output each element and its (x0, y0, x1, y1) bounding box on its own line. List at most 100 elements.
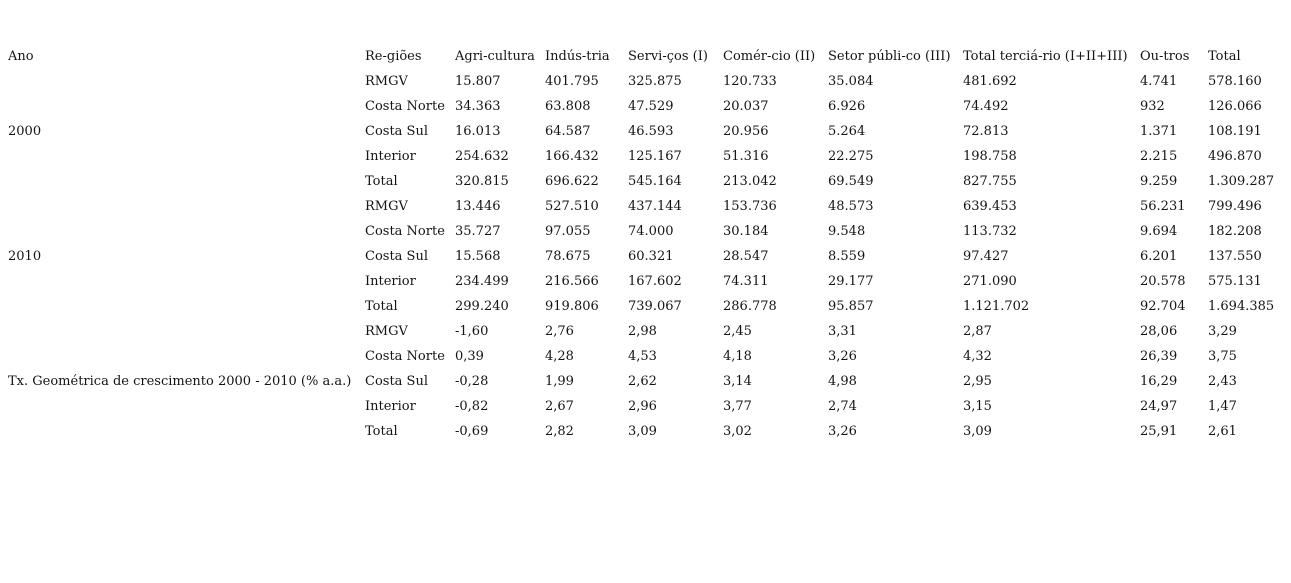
table-cell: 20.578 (1140, 274, 1186, 289)
table-cell: 22.275 (828, 149, 874, 164)
table-cell: 254.632 (455, 149, 509, 164)
region-label: Interior (365, 274, 416, 289)
table-cell: 2.215 (1140, 149, 1178, 164)
table-cell: 198.758 (963, 149, 1017, 164)
table-cell: 74.000 (628, 224, 674, 239)
table-cell: 3,26 (828, 349, 857, 364)
table-cell: 4,98 (828, 374, 857, 389)
region-label: Costa Sul (365, 124, 428, 139)
table-cell: 74.492 (963, 99, 1009, 114)
region-label: Interior (365, 149, 416, 164)
column-header-2: Agri-cultura (455, 49, 535, 64)
table-cell: 35.727 (455, 224, 501, 239)
table-cell: 15.807 (455, 74, 501, 89)
table-cell: 2,74 (828, 399, 857, 414)
table-cell: 299.240 (455, 299, 509, 314)
table-cell: 2,45 (723, 324, 752, 339)
table-cell: 30.184 (723, 224, 769, 239)
table-cell: 2,43 (1208, 374, 1237, 389)
column-header-6: Setor públi-co (III) (828, 49, 951, 64)
table-cell: 5.264 (828, 124, 866, 139)
table-cell: 25,91 (1140, 424, 1178, 439)
table-cell: -0,69 (455, 424, 489, 439)
table-cell: 578.160 (1208, 74, 1262, 89)
table-cell: 739.067 (628, 299, 682, 314)
table-cell: 320.815 (455, 174, 509, 189)
table-cell: 63.808 (545, 99, 591, 114)
region-label: RMGV (365, 74, 408, 89)
table-cell: -1,60 (455, 324, 489, 339)
table-row: Costa Sul 16.013 64.587 46.593 20.956 5.264 72… (0, 119, 1291, 144)
column-header-9: Total (1208, 49, 1241, 64)
table-cell: 3,26 (828, 424, 857, 439)
table-cell: 932 (1140, 99, 1165, 114)
table-cell: 3,15 (963, 399, 992, 414)
table-cell: 72.813 (963, 124, 1009, 139)
block-label: 2010 (8, 249, 42, 264)
table-cell: -0,82 (455, 399, 489, 414)
table-cell: 48.573 (828, 199, 874, 214)
table-row: Costa Norte 0,39 4,28 4,53 4,18 3,26 4,32 26,39… (0, 344, 1291, 369)
table-cell: 1.694.385 (1208, 299, 1275, 314)
column-header-1: Re-giões (365, 49, 422, 64)
table-cell: 437.144 (628, 199, 682, 214)
table-cell: 325.875 (628, 74, 682, 89)
table-cell: 29.177 (828, 274, 874, 289)
table-row: Interior -0,82 2,67 2,96 3,77 2,74 3,15 24,97 1,… (0, 394, 1291, 419)
table-cell: 3,09 (628, 424, 657, 439)
table-cell: 799.496 (1208, 199, 1262, 214)
column-header-4: Servi-ços (I) (628, 49, 708, 64)
table-cell: 6.201 (1140, 249, 1178, 264)
table-cell: 120.733 (723, 74, 777, 89)
table-cell: 2,62 (628, 374, 657, 389)
table-cell: 2,98 (628, 324, 657, 339)
table-cell: 153.736 (723, 199, 777, 214)
table-cell: 8.559 (828, 249, 866, 264)
table-cell: 0,39 (455, 349, 484, 364)
table-cell: 34.363 (455, 99, 501, 114)
table-cell: 919.806 (545, 299, 599, 314)
table-cell: 827.755 (963, 174, 1017, 189)
column-header-ano: Ano (8, 49, 34, 64)
column-header-7: Total terciá-rio (I+II+III) (963, 49, 1128, 64)
table-cell: 26,39 (1140, 349, 1178, 364)
table-cell: 13.446 (455, 199, 501, 214)
region-label: Costa Sul (365, 374, 428, 389)
table-row: Interior 234.499 216.566 167.602 74.311 29.17… (0, 269, 1291, 294)
table-cell: 92.704 (1140, 299, 1186, 314)
region-label: Costa Norte (365, 349, 445, 364)
table-cell: 69.549 (828, 174, 874, 189)
table-cell: 51.316 (723, 149, 769, 164)
table-cell: 3,77 (723, 399, 752, 414)
table-cell: 2,61 (1208, 424, 1237, 439)
table-row: Total 299.240 919.806 739.067 286.778 95.857 1… (0, 294, 1291, 319)
table-row: Costa Sul 15.568 78.675 60.321 28.547 8.559 97… (0, 244, 1291, 269)
table-cell: 28.547 (723, 249, 769, 264)
table-cell: 78.675 (545, 249, 591, 264)
table-cell: 401.795 (545, 74, 599, 89)
region-label: Interior (365, 399, 416, 414)
table-cell: 20.956 (723, 124, 769, 139)
table-row: 2000 RMGV 15.807 401.795 325.875 120.733 35.08… (0, 69, 1291, 139)
table-cell: 64.587 (545, 124, 591, 139)
table-cell: 213.042 (723, 174, 777, 189)
table-cell: 481.692 (963, 74, 1017, 89)
table-cell: 3,02 (723, 424, 752, 439)
table-cell: 97.055 (545, 224, 591, 239)
table-cell: 1.371 (1140, 124, 1178, 139)
table-cell: 3,75 (1208, 349, 1237, 364)
table-cell: 545.164 (628, 174, 682, 189)
table-cell: 496.870 (1208, 149, 1262, 164)
table-cell: 24,97 (1140, 399, 1178, 414)
table-cell: 47.529 (628, 99, 674, 114)
table-row: Costa Sul -0,28 1,99 2,62 3,14 4,98 2,95 16,29 2… (0, 369, 1291, 394)
table-cell: 9.694 (1140, 224, 1178, 239)
table-cell: 2,67 (545, 399, 574, 414)
table-cell: 20.037 (723, 99, 769, 114)
table-cell: 46.593 (628, 124, 674, 139)
table-cell: 137.550 (1208, 249, 1262, 264)
table-cell: 575.131 (1208, 274, 1262, 289)
table-row: Costa Norte 34.363 63.808 47.529 20.037 6.926… (0, 94, 1291, 119)
region-label: RMGV (365, 324, 408, 339)
region-label: Costa Norte (365, 224, 445, 239)
